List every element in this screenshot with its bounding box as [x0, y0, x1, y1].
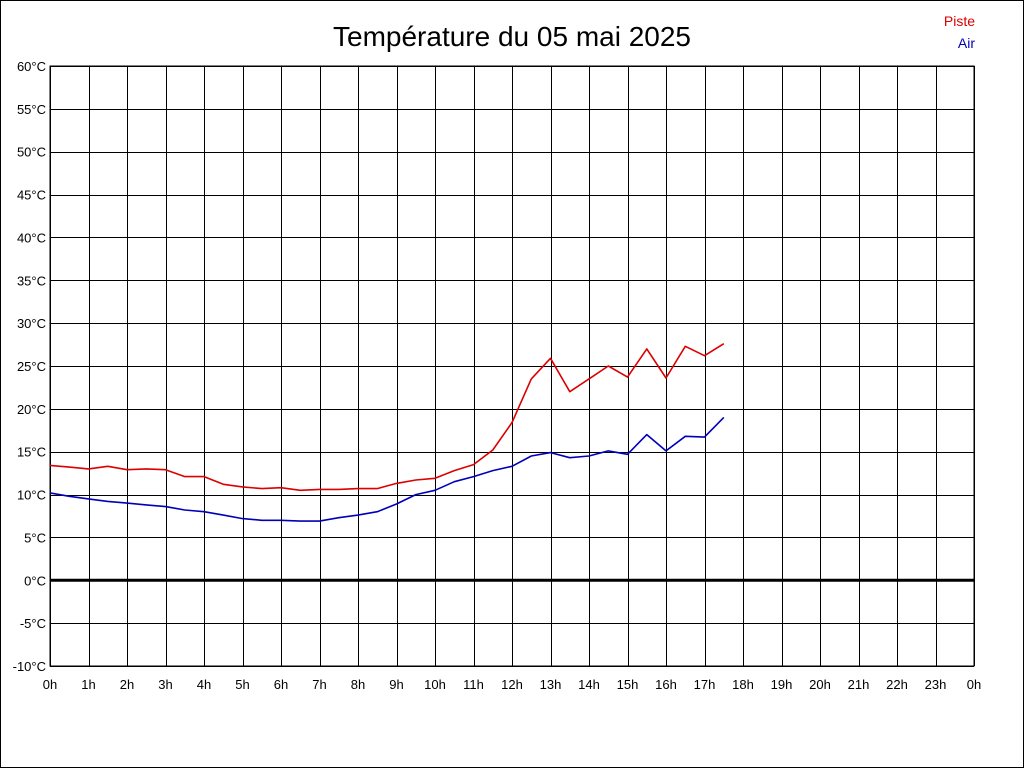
x-tick-label: 7h — [312, 677, 326, 692]
x-tick-label: 15h — [617, 677, 639, 692]
x-tick-label: 11h — [463, 677, 484, 692]
y-tick-label: 25°C — [17, 359, 46, 374]
x-axis-tick-labels: 0h 1h 2h 3h 4h 5h 6h 7h 8h 9h 10h 11h 12h 13h 14h 15h 16… — [43, 677, 981, 692]
x-tick-label: 14h — [578, 677, 600, 692]
x-tick-label: 17h — [694, 677, 716, 692]
legend-entry: Air — [958, 35, 975, 51]
y-tick-label: 55°C — [17, 102, 46, 117]
legend-entry: Piste — [944, 13, 975, 29]
x-tick-label: 4h — [197, 677, 211, 692]
x-tick-label: 0h — [43, 677, 57, 692]
series-line-piste — [49, 343, 725, 492]
y-tick-label: 50°C — [17, 145, 46, 160]
y-tick-label: 40°C — [17, 230, 46, 245]
x-tick-label: 6h — [274, 677, 288, 692]
x-tick-label: 1h — [81, 677, 95, 692]
y-tick-label: 5°C — [24, 530, 46, 545]
x-tick-label: 19h — [771, 677, 793, 692]
x-tick-label: 5h — [235, 677, 249, 692]
x-tick-label: 22h — [886, 677, 908, 692]
y-tick-label: 10°C — [17, 488, 46, 503]
y-tick-label: 20°C — [17, 402, 46, 417]
y-axis-tick-labels: 60°C 55°C 50°C 45°C 40°C 35°C 30°C 25°C 20°C 15°C… — [13, 59, 46, 674]
x-tick-label: 20h — [809, 677, 831, 692]
x-tick-label: 2h — [120, 677, 134, 692]
x-tick-label: 3h — [158, 677, 172, 692]
x-tick-label: 8h — [351, 677, 365, 692]
x-tick-label: 18h — [732, 677, 754, 692]
x-tick-label: 9h — [389, 677, 403, 692]
y-tick-label: 60°C — [17, 59, 46, 74]
y-tick-label: -5°C — [20, 616, 46, 631]
y-tick-label: 30°C — [17, 316, 46, 331]
y-tick-label: -10°C — [13, 659, 46, 674]
x-tick-label: 21h — [848, 677, 870, 692]
x-tick-label: 12h — [501, 677, 523, 692]
x-tick-label: 10h — [424, 677, 446, 692]
x-tick-label: 13h — [540, 677, 562, 692]
y-tick-label: 0°C — [24, 573, 46, 588]
grid — [49, 65, 975, 667]
x-tick-label: 23h — [925, 677, 947, 692]
y-tick-label: 45°C — [17, 188, 46, 203]
series-line-air — [49, 416, 725, 522]
x-tick-label: 0h — [967, 677, 981, 692]
x-tick-label: 16h — [655, 677, 677, 692]
legend: Piste Air — [944, 13, 975, 51]
y-tick-label: 15°C — [17, 445, 46, 460]
chart-title: Température du 05 mai 2025 — [333, 21, 691, 52]
series-group — [49, 343, 725, 522]
y-tick-label: 35°C — [17, 273, 46, 288]
